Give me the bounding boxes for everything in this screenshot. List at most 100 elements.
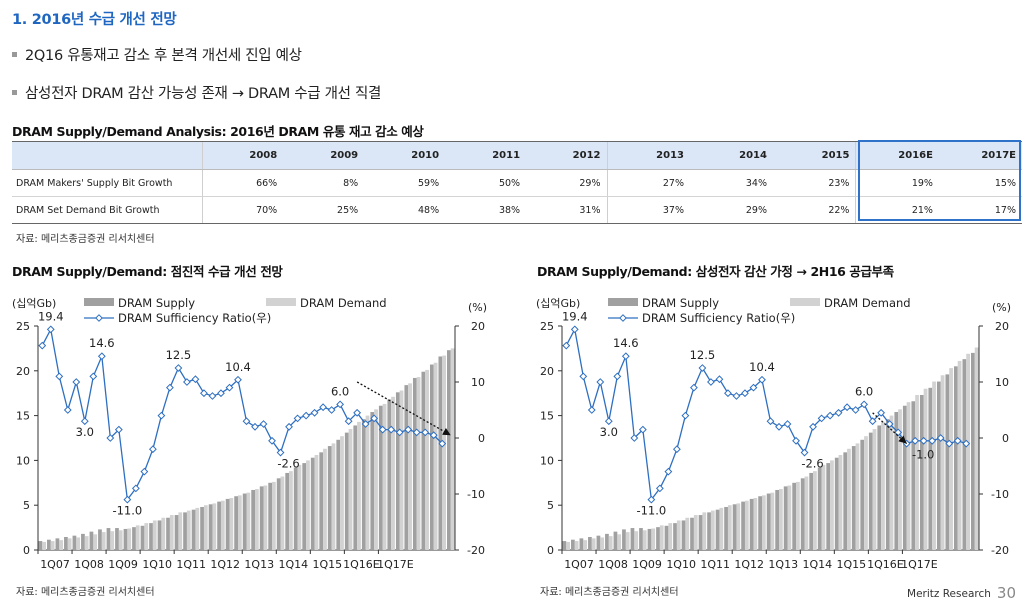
ratio-point <box>412 428 421 437</box>
chart-natural-improvement: 0 5 10 15 20 25 -20 -10 0 10 20 1Q07 1Q08 1Q09 1Q10 1Q1… <box>12 296 487 571</box>
demand-bar <box>659 525 664 550</box>
supply-bar <box>630 528 635 550</box>
forecast-highlight-box <box>858 140 1021 221</box>
demand-bar <box>331 443 336 550</box>
supply-bar <box>106 528 111 550</box>
demand-bar <box>608 536 613 550</box>
demand-bar <box>804 476 809 550</box>
demand-bar <box>399 390 404 550</box>
x-tick-label: 1Q07 <box>564 558 594 571</box>
ratio-point <box>945 439 954 448</box>
demand-bar <box>872 429 877 550</box>
x-tick-label: 1Q15 <box>313 558 343 571</box>
demand-bar <box>770 492 775 550</box>
ratio-point <box>438 439 447 448</box>
table-cell: 48% <box>364 196 446 224</box>
demand-bar <box>966 353 970 550</box>
ratio-point <box>293 414 302 423</box>
table-cell: 34% <box>690 169 773 197</box>
supply-bar <box>639 528 643 550</box>
y-axis-label: (십억Gb) <box>536 297 580 310</box>
table-col-header: 2016E <box>855 141 939 170</box>
supply-bar <box>293 467 298 550</box>
table-col-header: 2014 <box>690 141 773 170</box>
demand-bar <box>702 512 707 550</box>
supply-bar <box>89 531 94 550</box>
y2-tick-label: 20 <box>471 320 485 333</box>
x-tick-label: 1Q14 <box>802 558 832 571</box>
demand-bar <box>161 517 166 550</box>
demand-bar <box>357 421 361 550</box>
demand-bar <box>932 381 936 550</box>
demand-bar <box>813 471 817 550</box>
demand-bar <box>416 377 421 550</box>
demand-bar <box>761 495 766 550</box>
table-cell: 23% <box>772 169 856 197</box>
data-label: 12.5 <box>166 348 192 362</box>
demand-bar <box>864 436 868 550</box>
chart-source: 자료: 메리츠종금증권 리서치센터 <box>16 587 155 598</box>
supply-bar <box>438 356 443 550</box>
demand-bar <box>574 541 579 550</box>
ratio-point <box>404 425 413 434</box>
y-tick-label: 5 <box>23 499 30 512</box>
demand-bar <box>314 455 319 550</box>
table-cell: 59% <box>364 169 446 197</box>
demand-bar <box>719 507 724 550</box>
demand-bar <box>59 540 64 550</box>
supply-bar <box>732 504 737 550</box>
supply-bar <box>336 439 341 550</box>
demand-bar <box>651 528 656 550</box>
y2-tick-label: 20 <box>995 320 1009 333</box>
ratio-point <box>962 439 971 448</box>
ratio-point <box>877 408 886 417</box>
supply-bar <box>783 486 788 550</box>
demand-bar <box>246 492 251 550</box>
demand-bar <box>289 471 293 550</box>
ratio-point <box>570 325 579 334</box>
supply-bar <box>902 405 907 550</box>
demand-bar <box>178 512 183 550</box>
supply-bar <box>664 525 669 550</box>
data-label: 6.0 <box>331 384 349 398</box>
ratio-point <box>690 383 698 392</box>
ratio-point <box>251 422 259 431</box>
supply-bar <box>38 541 43 550</box>
ratio-point <box>234 375 242 384</box>
table-cell: 22% <box>772 196 856 224</box>
data-label: -1.0 <box>912 448 934 462</box>
supply-bar <box>302 463 307 550</box>
table-cell: 27% <box>606 169 690 197</box>
demand-bar <box>280 476 285 550</box>
ratio-point <box>97 352 106 361</box>
table-row-label: DRAM Set Demand Bit Growth <box>12 196 203 224</box>
demand-bar <box>957 360 962 550</box>
supply-bar <box>724 506 728 550</box>
y-tick-label: 0 <box>23 544 30 557</box>
supply-bar <box>191 509 196 550</box>
demand-bar <box>50 541 55 550</box>
ratio-point <box>911 436 920 445</box>
demand-bar <box>263 485 268 550</box>
legend-label: DRAM Sufficiency Ratio(우) <box>118 311 271 325</box>
supply-bar <box>928 387 933 550</box>
table-cell: 37% <box>606 196 690 224</box>
demand-bar <box>348 429 353 550</box>
demand-bar <box>42 541 46 550</box>
x-tick-label: 1Q16E <box>343 558 380 571</box>
demand-bar <box>779 489 783 550</box>
ratio-point <box>395 428 404 437</box>
ratio-point <box>429 431 438 440</box>
ratio-point <box>310 408 319 417</box>
x-tick-label: 1Q17E <box>901 558 938 571</box>
demand-bar <box>906 402 911 550</box>
ratio-point <box>200 389 208 398</box>
ratio-point <box>378 425 387 434</box>
ratio-point <box>562 341 571 350</box>
ratio-point <box>46 325 55 334</box>
demand-bar <box>949 368 953 550</box>
x-tick-label: 1Q12 <box>210 558 240 571</box>
data-label: 6.0 <box>855 384 873 398</box>
ratio-point <box>123 495 132 504</box>
demand-bar <box>76 537 81 550</box>
